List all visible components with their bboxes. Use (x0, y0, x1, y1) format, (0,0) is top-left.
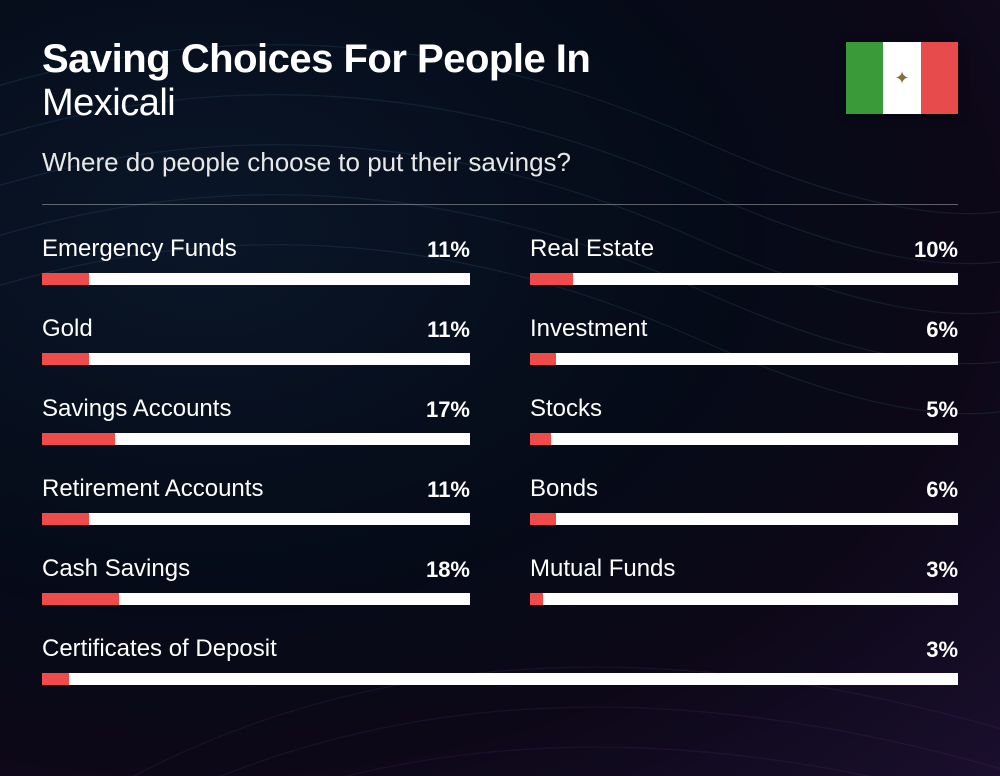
chart-item-label: Real Estate (530, 235, 654, 263)
bar-fill (530, 273, 573, 285)
bar-fill (42, 593, 119, 605)
chart-grid: Emergency Funds 11% Real Estate 10% Gold 11% I… (42, 235, 958, 685)
chart-item-label: Certificates of Deposit (42, 635, 277, 663)
chart-item-head: Real Estate 10% (530, 235, 958, 263)
chart-item-value: 6% (926, 317, 958, 343)
chart-item-head: Certificates of Deposit 3% (42, 635, 958, 663)
chart-item-label: Stocks (530, 395, 602, 423)
chart-item-head: Mutual Funds 3% (530, 555, 958, 583)
chart-item-value: 6% (926, 477, 958, 503)
bar-track (42, 673, 958, 685)
flag-stripe-center: ✦ (883, 42, 920, 114)
bar-fill (530, 593, 543, 605)
chart-item-head: Gold 11% (42, 315, 470, 343)
bar-track (42, 433, 470, 445)
chart-item-value: 3% (926, 557, 958, 583)
bar-track (530, 353, 958, 365)
bar-track (42, 353, 470, 365)
flag-icon: ✦ (846, 42, 958, 114)
divider (42, 204, 958, 205)
chart-item: Mutual Funds 3% (530, 555, 958, 605)
chart-item: Certificates of Deposit 3% (42, 635, 958, 685)
chart-item-head: Emergency Funds 11% (42, 235, 470, 263)
bar-track (42, 513, 470, 525)
chart-item: Real Estate 10% (530, 235, 958, 285)
bar-fill (530, 433, 551, 445)
chart-item-label: Mutual Funds (530, 555, 675, 583)
chart-item: Bonds 6% (530, 475, 958, 525)
chart-item-value: 18% (426, 557, 470, 583)
bar-track (530, 433, 958, 445)
bar-fill (42, 433, 115, 445)
chart-item-label: Cash Savings (42, 555, 190, 583)
chart-item: Emergency Funds 11% (42, 235, 470, 285)
flag-emblem: ✦ (894, 68, 909, 89)
bar-track (530, 513, 958, 525)
chart-item-label: Gold (42, 315, 93, 343)
chart-item-value: 17% (426, 397, 470, 423)
chart-item-label: Retirement Accounts (42, 475, 263, 503)
chart-item: Investment 6% (530, 315, 958, 365)
chart-item: Gold 11% (42, 315, 470, 365)
bar-track (530, 273, 958, 285)
chart-item: Savings Accounts 17% (42, 395, 470, 445)
bar-fill (530, 513, 556, 525)
chart-item-value: 11% (427, 477, 470, 503)
chart-item-head: Retirement Accounts 11% (42, 475, 470, 503)
bar-fill (42, 353, 89, 365)
chart-item-value: 11% (427, 237, 470, 263)
bar-fill (530, 353, 556, 365)
chart-item-head: Bonds 6% (530, 475, 958, 503)
chart-item: Cash Savings 18% (42, 555, 470, 605)
chart-item-head: Stocks 5% (530, 395, 958, 423)
chart-item-head: Savings Accounts 17% (42, 395, 470, 423)
chart-item: Retirement Accounts 11% (42, 475, 470, 525)
bar-track (530, 593, 958, 605)
chart-item-head: Cash Savings 18% (42, 555, 470, 583)
flag-stripe-right (921, 42, 958, 114)
bar-fill (42, 673, 69, 685)
bar-track (42, 273, 470, 285)
chart-item-label: Investment (530, 315, 647, 343)
bar-fill (42, 513, 89, 525)
flag-stripe-left (846, 42, 883, 114)
title-main: Saving Choices For People In (42, 38, 846, 80)
chart-item-value: 10% (914, 237, 958, 263)
chart-item: Stocks 5% (530, 395, 958, 445)
chart-item-value: 11% (427, 317, 470, 343)
chart-item-value: 3% (926, 637, 958, 663)
chart-item-value: 5% (926, 397, 958, 423)
title-sub: Mexicali (42, 82, 846, 125)
header-titles: Saving Choices For People In Mexicali Wh… (42, 38, 846, 178)
bar-fill (42, 273, 89, 285)
chart-item-label: Savings Accounts (42, 395, 231, 423)
chart-item-label: Bonds (530, 475, 598, 503)
chart-item-label: Emergency Funds (42, 235, 237, 263)
subtitle: Where do people choose to put their savi… (42, 147, 846, 178)
bar-track (42, 593, 470, 605)
chart-item-head: Investment 6% (530, 315, 958, 343)
